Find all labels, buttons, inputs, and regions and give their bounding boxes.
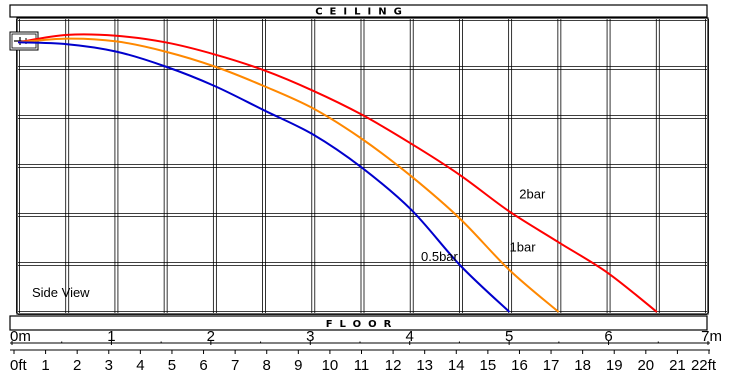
series-label-2bar: 2bar <box>519 187 546 202</box>
curves <box>17 33 658 313</box>
series-line-0.5bar <box>17 41 511 313</box>
x-axis-feet-tick-label: 16 <box>511 357 528 374</box>
x-axis-feet-tick-label: 9 <box>294 357 302 374</box>
x-axis-feet-tick-label: 1 <box>41 357 49 374</box>
series-line-1bar <box>17 37 560 313</box>
x-axis-feet-tick-label: 3 <box>105 357 113 374</box>
x-axis-feet-tick-label: 19 <box>606 357 623 374</box>
x-axis-feet-tick-label: 14 <box>448 357 465 374</box>
floor-band <box>9 315 708 331</box>
series-line-2bar <box>17 33 658 313</box>
x-axis-feet-tick-label: 10 <box>322 357 339 374</box>
x-axis-meters: 0m 1 2 3 4 5 6 7m <box>10 328 722 345</box>
x-axis-meters-tick-label: 2 <box>207 328 215 345</box>
x-axis-feet-tick-label: 13 <box>416 357 433 374</box>
x-axis-feet-tick-label: 11 <box>354 357 370 374</box>
x-axis-feet-tick-label: 12 <box>385 357 402 374</box>
x-axis-meters-tick-label: 1 <box>107 328 115 345</box>
x-axis-feet-tick-label: 7 <box>231 357 239 374</box>
floor-label: FLOOR <box>326 319 399 330</box>
side-view-annotation: Side View <box>32 285 90 300</box>
grid-border <box>16 17 709 315</box>
x-axis-feet-tick-label: 8 <box>263 357 271 374</box>
x-axis-feet-tick-label: 5 <box>168 357 176 374</box>
x-axis-meters-tick-label: 4 <box>406 328 414 345</box>
ceiling-band <box>9 4 708 18</box>
x-axis-feet-tick-label: 17 <box>543 357 560 374</box>
x-axis-meters-tick-label: 3 <box>306 328 314 345</box>
x-axis-feet-tick-label: 21 <box>669 357 686 374</box>
ceiling-label: CEILING <box>315 7 409 18</box>
x-axis-feet-tick-label: 6 <box>199 357 207 374</box>
x-axis-feet-tick-label: 15 <box>480 357 497 374</box>
x-axis-meters-tick-label: 0m <box>10 328 31 345</box>
x-axis-feet-tick-label: 22ft <box>691 357 717 374</box>
x-axis-feet-tick-label: 20 <box>637 357 654 374</box>
x-axis-meters-tick-label: 6 <box>604 328 612 345</box>
x-axis-feet-tick-label: 0ft <box>10 357 28 374</box>
x-axis-feet-tick-label: 18 <box>574 357 591 374</box>
x-axis-feet-tick-label: 4 <box>136 357 144 374</box>
series-label-1bar: 1bar <box>510 240 537 255</box>
series-labels: 2bar 1bar 0.5bar <box>421 187 546 264</box>
series-label-0.5bar: 0.5bar <box>421 249 459 264</box>
x-axis-meters-tick-label: 5 <box>505 328 513 345</box>
x-axis-feet-tick-label: 2 <box>73 357 81 374</box>
x-axis-meters-tick-label: 7m <box>701 328 722 345</box>
x-axis-feet: 0ft 1 2 3 4 5 6 7 8 9 10 11 12 13 14 15 16 17 18 19 20 21 22ft <box>10 349 717 374</box>
